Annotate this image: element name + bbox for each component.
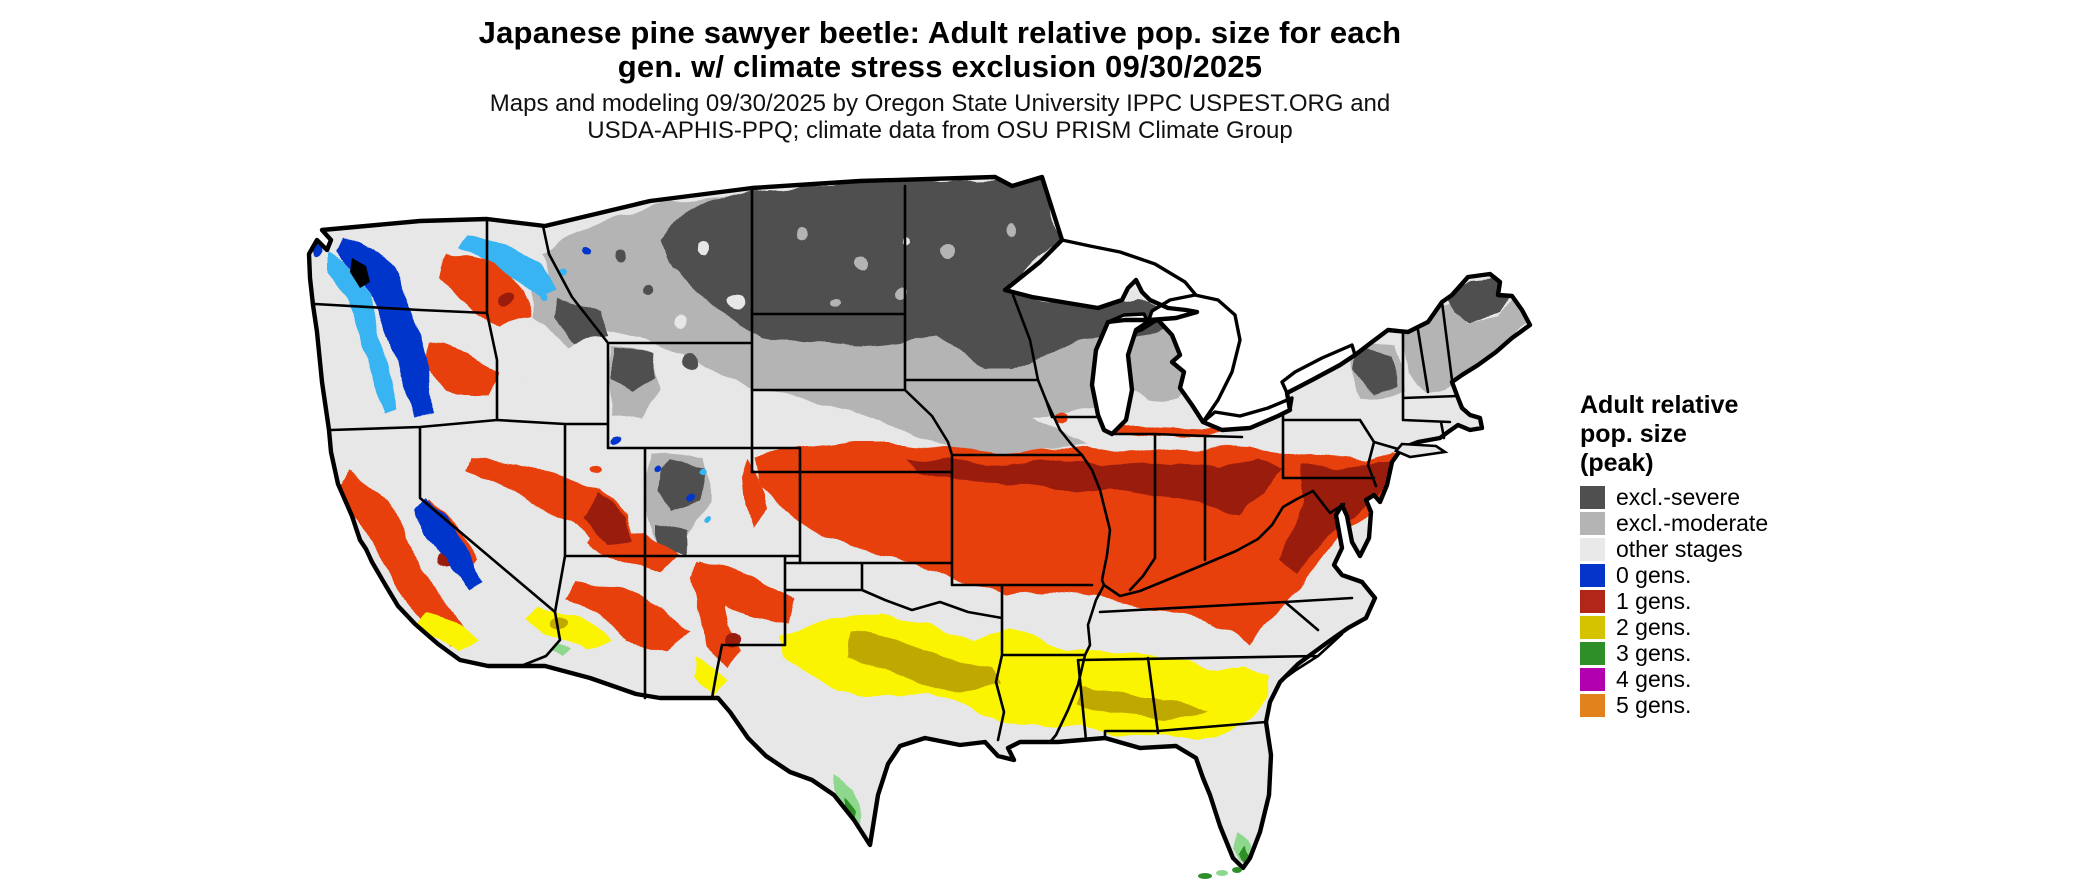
legend-swatch	[1580, 694, 1605, 717]
legend-swatch	[1580, 642, 1605, 665]
florida-keys	[1232, 867, 1242, 873]
legend-label: 4 gens.	[1616, 666, 1692, 692]
legend-row: 1 gens.	[1580, 590, 1890, 613]
legend-swatch	[1580, 512, 1605, 535]
long-island	[1393, 442, 1449, 459]
legend-row: other stages	[1580, 538, 1890, 561]
islands	[350, 258, 1449, 879]
legend-label: other stages	[1616, 536, 1743, 562]
legend-entries: excl.-severe excl.-moderate other stages 0 …	[1580, 486, 1890, 717]
legend-title: Adult relative pop. size (peak)	[1580, 391, 1890, 478]
map-title-line1: Japanese pine sawyer beetle: Adult relat…	[478, 15, 1402, 50]
legend-title-line1: Adult relative	[1580, 391, 1739, 419]
map-subtitle: Maps and modeling 09/30/2025 by Oregon S…	[0, 90, 1880, 144]
puget-sound	[350, 258, 370, 288]
legend-row: excl.-moderate	[1580, 512, 1890, 535]
legend-row: 5 gens.	[1580, 694, 1890, 717]
legend-row: 4 gens.	[1580, 668, 1890, 691]
zone-1-gens-dark-core	[437, 293, 1407, 648]
legend-swatch	[1580, 538, 1605, 561]
map-title: Japanese pine sawyer beetle: Adult relat…	[0, 16, 1880, 84]
legend-label: excl.-severe	[1616, 484, 1740, 510]
map-legend: Adult relative pop. size (peak) excl.-se…	[1580, 391, 1890, 720]
florida-keys	[1216, 870, 1228, 876]
legend-title-line3: (peak)	[1580, 449, 1654, 477]
legend-label: 1 gens.	[1616, 588, 1692, 614]
legend-title-line2: pop. size	[1580, 420, 1687, 448]
legend-row: excl.-severe	[1580, 486, 1890, 509]
legend-label: 5 gens.	[1616, 692, 1692, 718]
legend-label: 3 gens.	[1616, 640, 1692, 666]
raster-speckles-lighter	[512, 236, 909, 416]
legend-label: excl.-moderate	[1616, 510, 1769, 536]
map-title-line2: gen. w/ climate stress exclusion 09/30/2…	[617, 49, 1263, 84]
legend-label: 0 gens.	[1616, 562, 1692, 588]
florida-keys	[1198, 873, 1212, 879]
legend-row: 0 gens.	[1580, 564, 1890, 587]
legend-swatch	[1580, 668, 1605, 691]
legend-swatch	[1580, 564, 1605, 587]
map-subtitle-line2: USDA-APHIS-PPQ; climate data from OSU PR…	[587, 117, 1293, 144]
legend-row: 3 gens.	[1580, 642, 1890, 665]
legend-row: 2 gens.	[1580, 616, 1890, 639]
map-subtitle-line1: Maps and modeling 09/30/2025 by Oregon S…	[489, 90, 1391, 117]
legend-swatch	[1580, 616, 1605, 639]
legend-swatch	[1580, 486, 1605, 509]
legend-label: 2 gens.	[1616, 614, 1692, 640]
legend-swatch	[1580, 590, 1605, 613]
